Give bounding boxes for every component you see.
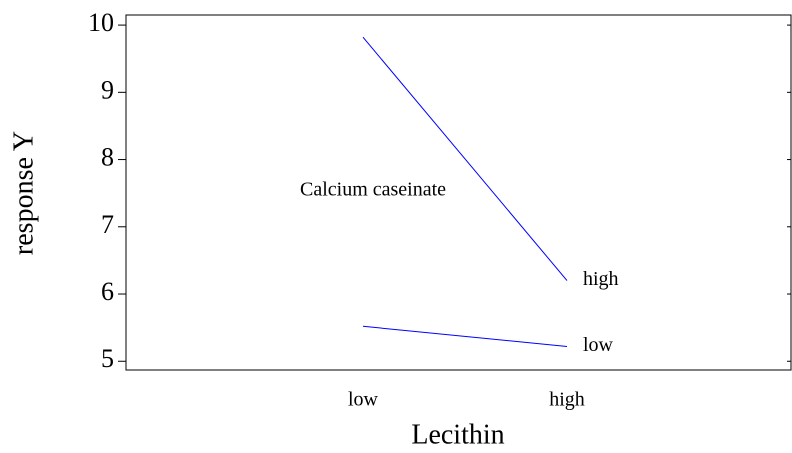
legend-title: Calcium caseinate	[300, 179, 446, 201]
y-tick-label: 9	[101, 75, 114, 104]
series-line	[362, 36, 568, 281]
x-axis-label: Lecithin	[411, 419, 504, 450]
series-label: high	[583, 268, 619, 290]
y-axis-label: response Y	[8, 131, 39, 255]
series-line	[362, 325, 568, 347]
y-tick-label: 8	[101, 143, 114, 172]
y-tick-label: 7	[101, 210, 114, 239]
y-tick-label: 6	[101, 277, 114, 306]
plot-frame	[125, 14, 792, 371]
x-tick-label: high	[549, 389, 585, 411]
x-tick-label: low	[348, 389, 379, 411]
y-tick-label: 5	[101, 344, 114, 373]
y-tick-label: 10	[88, 8, 114, 37]
series-label: low	[583, 334, 614, 356]
